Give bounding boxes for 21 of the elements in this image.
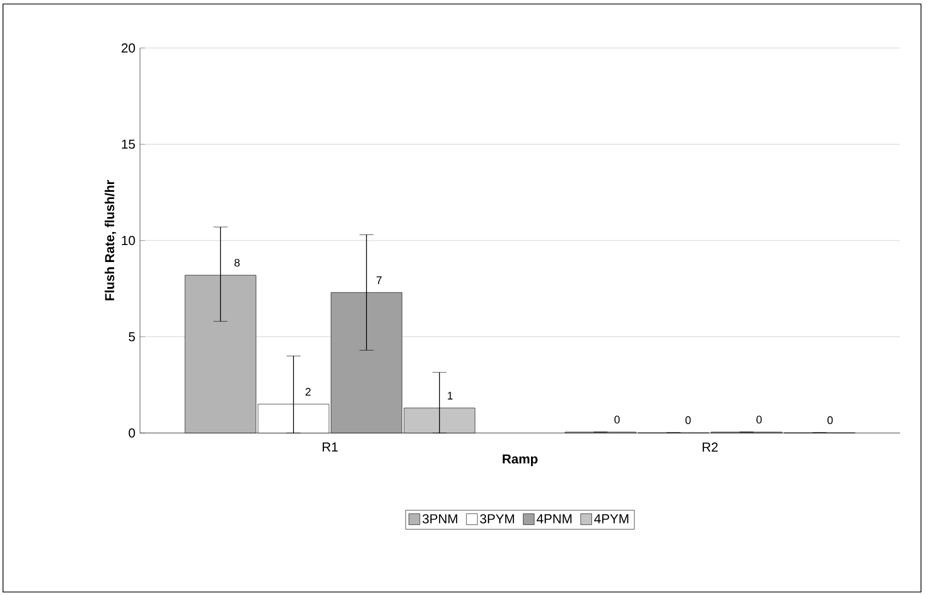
data-label: 0 xyxy=(614,416,620,424)
y-tick-label: 10 xyxy=(122,236,135,246)
data-label: 8 xyxy=(234,258,240,267)
legend-label: 4PNM xyxy=(536,514,572,524)
y-axis-title: Flush Rate, flush/hr xyxy=(104,180,116,300)
data-label: 2 xyxy=(306,388,311,396)
y-tick-label: 0 xyxy=(128,428,135,438)
data-label: 1 xyxy=(448,392,453,400)
x-tick-label: R2 xyxy=(702,442,718,452)
legend-label: 3PNM xyxy=(422,514,458,524)
y-tick-label: 5 xyxy=(128,332,135,342)
legend-label: 4PYM xyxy=(594,514,628,524)
data-label: 0 xyxy=(685,416,691,424)
y-tick-label: 20 xyxy=(122,43,135,53)
x-tick-label: R1 xyxy=(322,442,338,452)
x-axis-title: Ramp xyxy=(502,454,538,466)
data-label: 0 xyxy=(827,416,833,424)
data-label: 0 xyxy=(756,416,762,424)
data-label: 7 xyxy=(376,276,382,284)
y-tick-label: 15 xyxy=(122,140,135,149)
legend-label: 3PYM xyxy=(480,514,514,524)
